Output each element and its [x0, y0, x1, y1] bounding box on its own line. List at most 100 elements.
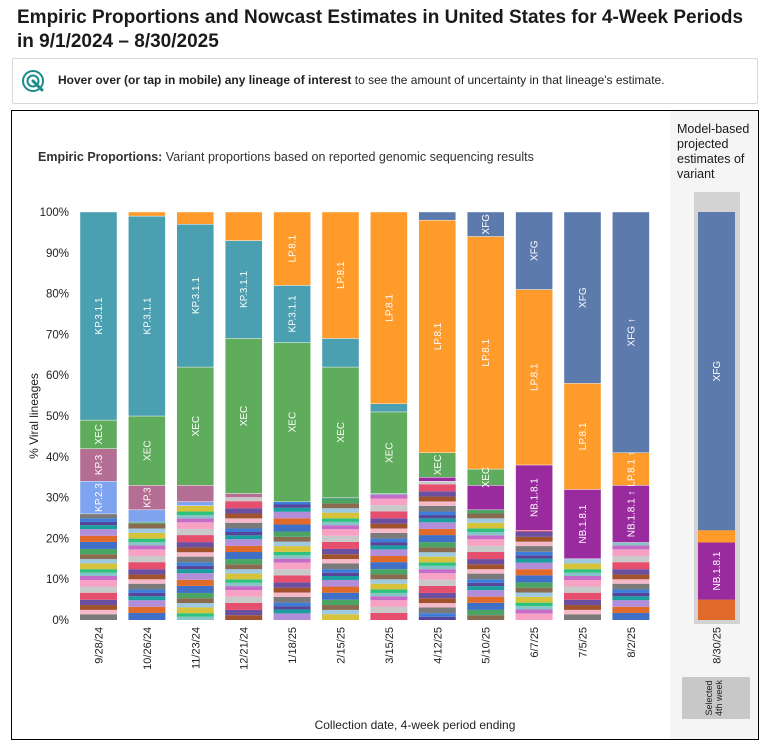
bar-segment-other[interactable]	[418, 598, 456, 604]
bar-segment-xec[interactable]	[321, 366, 360, 498]
bar-segment-other[interactable]	[370, 549, 408, 556]
bar-segment-other[interactable]	[515, 596, 553, 603]
bar-segment-other[interactable]	[225, 615, 263, 620]
bar-segment-other[interactable]	[225, 508, 263, 514]
bar-segment-other[interactable]	[418, 552, 456, 557]
bar-segment-other[interactable]	[322, 576, 359, 580]
bar-segment-other[interactable]	[322, 609, 359, 615]
bar-segment-other[interactable]	[322, 592, 359, 600]
bar-segment-other[interactable]	[176, 518, 214, 523]
bar-segment-lp-8-1[interactable]	[321, 211, 360, 339]
bar-segment-other[interactable]	[370, 579, 408, 584]
bar-segment-other[interactable]	[467, 582, 505, 587]
bar-segment-other[interactable]	[80, 529, 117, 536]
bar-segment-other[interactable]	[564, 605, 601, 610]
bar-segment-other[interactable]	[370, 600, 408, 607]
bar-segment-other[interactable]	[273, 596, 311, 603]
bar-segment-other[interactable]	[418, 505, 456, 512]
bar-segment-other[interactable]	[418, 484, 456, 492]
bar-segment-other[interactable]	[322, 614, 359, 620]
bar-segment-nb-1-8-1[interactable]	[418, 477, 456, 482]
bar-segment-other[interactable]	[467, 528, 505, 532]
bar-segment-other[interactable]	[80, 548, 117, 555]
selected-week-box[interactable]	[682, 677, 750, 719]
bar-segment-other[interactable]	[80, 586, 117, 593]
bar-segment-other[interactable]	[273, 524, 311, 532]
bar-segment-other[interactable]	[273, 531, 311, 537]
bar-segment-other[interactable]	[128, 596, 166, 601]
bar-segment-other[interactable]	[564, 579, 601, 587]
bar-segment-other[interactable]	[176, 552, 214, 557]
bar-segment-other[interactable]	[467, 590, 505, 597]
bar-segment-other[interactable]	[515, 606, 553, 610]
bar-segment-other[interactable]	[273, 536, 311, 542]
bar-segment-other[interactable]	[176, 607, 214, 614]
bar-segment-other[interactable]	[564, 572, 601, 576]
bar-segment-other[interactable]	[322, 497, 359, 499]
bar-segment-other[interactable]	[370, 538, 408, 543]
bar-segment-other[interactable]	[273, 592, 311, 597]
bar-segment-other[interactable]	[612, 589, 650, 593]
bar-segment-other[interactable]	[467, 564, 505, 570]
bar-segment-other[interactable]	[176, 547, 214, 553]
bar-segment-other[interactable]	[80, 535, 117, 542]
bar-segment-other[interactable]	[322, 548, 359, 555]
bar-segment-other[interactable]	[225, 539, 263, 546]
bar-segment-other[interactable]	[322, 572, 359, 576]
bar-segment-other[interactable]	[273, 587, 311, 593]
bar-segment-other[interactable]	[225, 573, 263, 580]
bar-segment-other[interactable]	[176, 613, 214, 617]
bar-segment-xec[interactable]	[79, 419, 118, 449]
bar-segment-other[interactable]	[225, 532, 263, 536]
bar-segment-other[interactable]	[564, 563, 601, 570]
projection-segment-xfg[interactable]	[698, 212, 735, 531]
bar-segment-other[interactable]	[467, 513, 505, 519]
bar-segment-other[interactable]	[80, 579, 117, 587]
bar-segment-other[interactable]	[322, 559, 359, 564]
bar-segment-other[interactable]	[80, 605, 117, 610]
bar-segment-other[interactable]	[418, 562, 456, 566]
bar-segment-other[interactable]	[515, 546, 553, 552]
bar-segment-other[interactable]	[515, 609, 553, 614]
bar-segment-other[interactable]	[612, 596, 650, 601]
bar-segment-other[interactable]	[467, 609, 505, 616]
bar-segment-other[interactable]	[273, 501, 311, 505]
bar-segment-other[interactable]	[128, 538, 166, 543]
bar-segment-xec[interactable]	[128, 415, 166, 486]
bar-segment-other[interactable]	[612, 579, 650, 584]
bar-segment-other[interactable]	[515, 582, 553, 588]
bar-segment-other[interactable]	[322, 529, 359, 536]
bar-segment-other[interactable]	[370, 612, 408, 620]
bar-segment-other[interactable]	[128, 612, 166, 620]
bar-segment-other[interactable]	[370, 545, 408, 550]
bar-segment-kp-3[interactable]	[176, 485, 215, 502]
bar-segment-other[interactable]	[515, 575, 553, 583]
bar-segment-other[interactable]	[467, 518, 505, 523]
bar-segment-other[interactable]	[612, 562, 650, 570]
bar-segment-other[interactable]	[128, 549, 166, 556]
bar-segment-other[interactable]	[128, 562, 166, 570]
bar-segment-other[interactable]	[418, 585, 456, 593]
bar-segment-other[interactable]	[418, 496, 456, 502]
bar-segment-other[interactable]	[418, 592, 456, 599]
bar-segment-other[interactable]	[370, 555, 408, 563]
bar-segment-other[interactable]	[80, 554, 117, 560]
bar-segment-other[interactable]	[322, 586, 359, 593]
bar-segment-other[interactable]	[176, 515, 214, 519]
bar-segment-kp-3-1-1[interactable]	[321, 338, 360, 368]
bar-segment-other[interactable]	[176, 569, 214, 574]
bar-segment-other[interactable]	[273, 518, 311, 525]
bar-segment-kp-3-1-1[interactable]	[128, 215, 166, 417]
bar-segment-other[interactable]	[176, 603, 214, 608]
bar-segment-other[interactable]	[612, 545, 650, 550]
bar-segment-other[interactable]	[467, 586, 505, 591]
bar-segment-other[interactable]	[322, 525, 359, 530]
bar-segment-other[interactable]	[370, 505, 408, 512]
bar-segment-other[interactable]	[564, 569, 601, 573]
bar-segment-other[interactable]	[467, 579, 505, 583]
bar-segment-xfg[interactable]	[515, 211, 553, 290]
bar-segment-other[interactable]	[322, 518, 359, 522]
bar-segment-kp-3[interactable]	[79, 448, 118, 482]
bar-segment-other[interactable]	[370, 498, 408, 506]
